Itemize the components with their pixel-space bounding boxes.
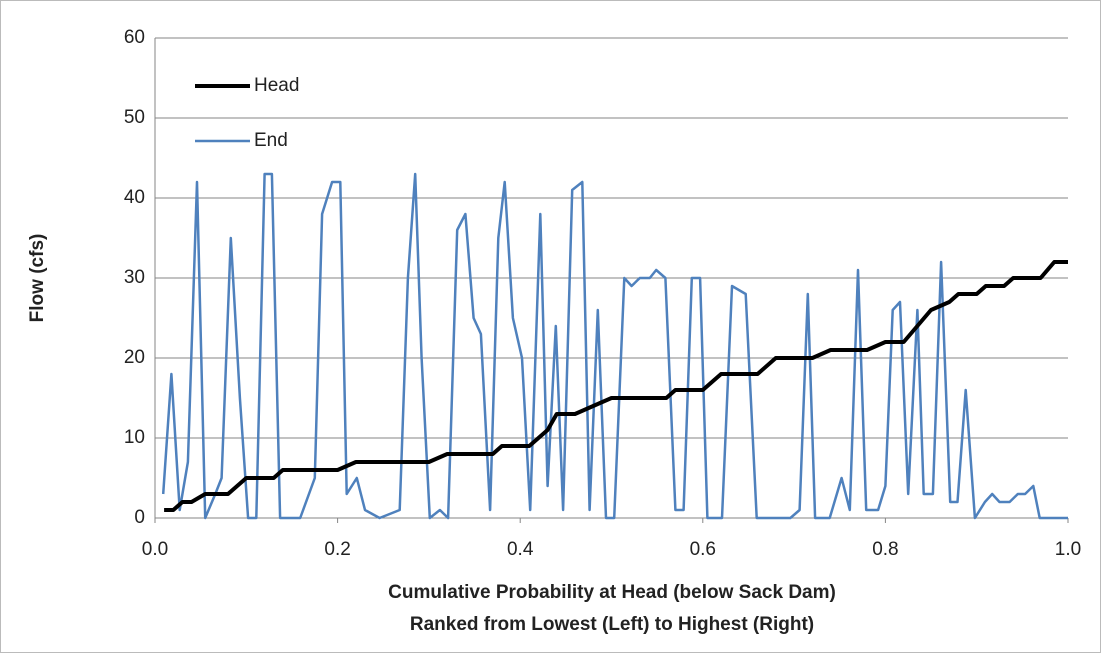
- y-axis-label: Flow (cfs): [27, 234, 48, 323]
- x-tick-label: 0.0: [142, 539, 168, 560]
- x-tick-label: 0.8: [872, 539, 898, 560]
- legend-label: End: [254, 130, 288, 151]
- x-tick-label: 0.4: [507, 539, 534, 560]
- y-tick-label: 10: [124, 427, 145, 448]
- x-tick-label: 0.6: [690, 539, 716, 560]
- x-tick-label: 1.0: [1055, 539, 1081, 560]
- y-tick-label: 20: [124, 347, 145, 368]
- legend-label: Head: [254, 75, 299, 96]
- series-line: [161, 172, 1068, 520]
- x-tick-label: 0.2: [324, 539, 350, 560]
- y-tick-label: 0: [134, 507, 145, 528]
- series-line: [164, 260, 1068, 512]
- y-tick-label: 50: [124, 107, 145, 128]
- y-tick-label: 60: [124, 27, 145, 48]
- x-axis-label: Cumulative Probability at Head (below Sa…: [388, 582, 836, 603]
- y-tick-label: 30: [124, 267, 145, 288]
- y-tick-label: 40: [124, 187, 145, 208]
- x-axis-label: Ranked from Lowest (Left) to Highest (Ri…: [410, 614, 814, 635]
